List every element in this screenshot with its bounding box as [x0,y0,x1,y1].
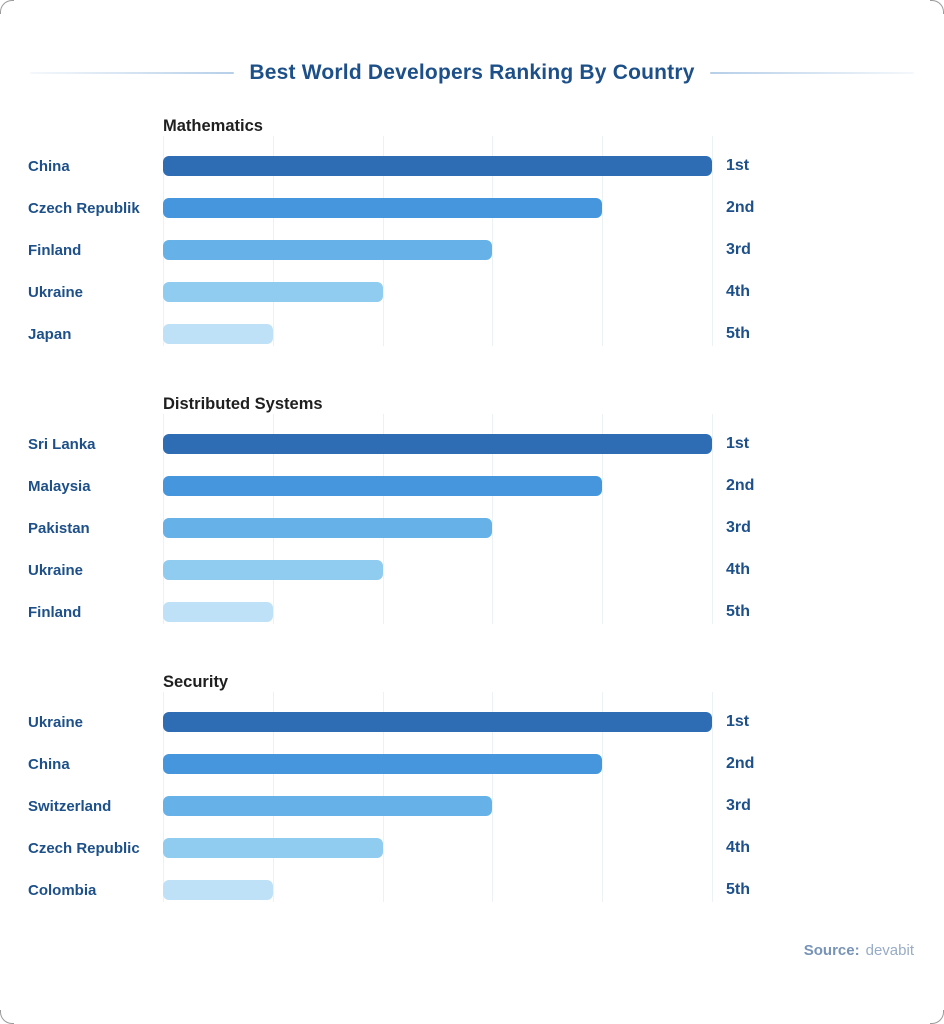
card-corner-top-left [0,0,14,14]
bar-area [163,518,712,538]
rank-label: 4th [726,839,750,856]
section-title: Security [163,673,229,691]
section-mathematics: Mathematics China 1st Czech Republik 2nd… [0,115,944,355]
bar-row: Colombia 5th [0,869,944,911]
section-distributed-systems: Distributed Systems Sri Lanka 1st Malays… [0,393,944,633]
bar-row: Ukraine 1st [0,701,944,743]
bar-area [163,560,712,580]
bar-area [163,434,712,454]
rank-4-bar [163,560,383,580]
bar-row: Ukraine 4th [0,549,944,591]
rank-5-bar [163,324,273,344]
bar-area [163,602,712,622]
country-label: Pakistan [28,519,90,537]
bar-area [163,796,712,816]
section-security: Security Ukraine 1st China 2nd Switzerla… [0,671,944,911]
section-title: Distributed Systems [163,395,323,413]
country-label: Colombia [28,881,97,899]
country-label: Malaysia [28,477,91,495]
rank-label: 3rd [726,519,751,536]
rank-label: 5th [726,603,750,620]
bar-area [163,712,712,732]
bar-row: China 1st [0,145,944,187]
rank-2-bar [163,754,603,774]
rank-5-bar [163,880,273,900]
bar-area [163,324,712,344]
rank-label: 1st [726,435,750,452]
rank-label: 1st [726,713,750,730]
country-label: China [28,157,70,175]
country-label: Sri Lanka [28,435,96,453]
rank-5-bar [163,602,273,622]
rank-1-bar [163,434,712,454]
source-label: Source: [803,942,860,959]
bar-area [163,240,712,260]
rank-label: 5th [726,325,750,342]
rank-2-bar [163,198,603,218]
rank-4-bar [163,838,383,858]
rank-label: 1st [726,157,750,174]
bar-area [163,754,712,774]
bar-row: Pakistan 3rd [0,507,944,549]
country-label: Finland [28,603,82,621]
country-label: Czech Republik [28,199,140,217]
bar-row: Malaysia 2nd [0,465,944,507]
rank-label: 4th [726,561,750,578]
bar-row: Finland 3rd [0,229,944,271]
title-divider-left [30,72,235,74]
card-corner-top-right [930,0,944,14]
rank-2-bar [163,476,603,496]
rank-label: 4th [726,283,750,300]
bar-area [163,476,712,496]
card-corner-bottom-right [930,1010,944,1024]
bar-row: Czech Republik 2nd [0,187,944,229]
bar-area [163,198,712,218]
country-label: Ukraine [28,561,84,579]
bar-row: Japan 5th [0,313,944,355]
rank-3-bar [163,518,493,538]
country-label: Ukraine [28,283,84,301]
rank-label: 5th [726,881,750,898]
bar-row: Sri Lanka 1st [0,423,944,465]
country-label: Ukraine [28,713,84,731]
section-title: Mathematics [163,117,263,135]
bar-row: Finland 5th [0,591,944,633]
bar-row: China 2nd [0,743,944,785]
bar-row: Czech Republic 4th [0,827,944,869]
card-corner-bottom-left [0,1010,14,1024]
bar-area [163,880,712,900]
bar-chart: China 1st Czech Republik 2nd Finland 3rd… [0,136,944,355]
chart-header: Best World Developers Ranking By Country [30,0,915,85]
rank-3-bar [163,796,493,816]
rank-label: 2nd [726,755,755,772]
bar-area [163,838,712,858]
rank-3-bar [163,240,493,260]
title-divider-right [709,72,915,74]
rank-4-bar [163,282,383,302]
rank-1-bar [163,712,712,732]
country-label: Japan [28,325,72,343]
bar-chart: Sri Lanka 1st Malaysia 2nd Pakistan 3rd … [0,414,944,633]
rank-label: 2nd [726,477,755,494]
rank-label: 3rd [726,797,751,814]
source-value: devabit [865,942,914,959]
page-title: Best World Developers Ranking By Country [249,61,695,84]
rank-label: 2nd [726,199,755,216]
country-label: Czech Republic [28,839,140,857]
bar-chart: Ukraine 1st China 2nd Switzerland 3rd Cz… [0,692,944,911]
bar-area [163,282,712,302]
country-label: Finland [28,241,82,259]
rank-label: 3rd [726,241,751,258]
rank-1-bar [163,156,712,176]
bar-row: Ukraine 4th [0,271,944,313]
country-label: Switzerland [28,797,112,815]
source-attribution: Source: devabit [804,942,914,959]
bar-row: Switzerland 3rd [0,785,944,827]
country-label: China [28,755,70,773]
bar-area [163,156,712,176]
